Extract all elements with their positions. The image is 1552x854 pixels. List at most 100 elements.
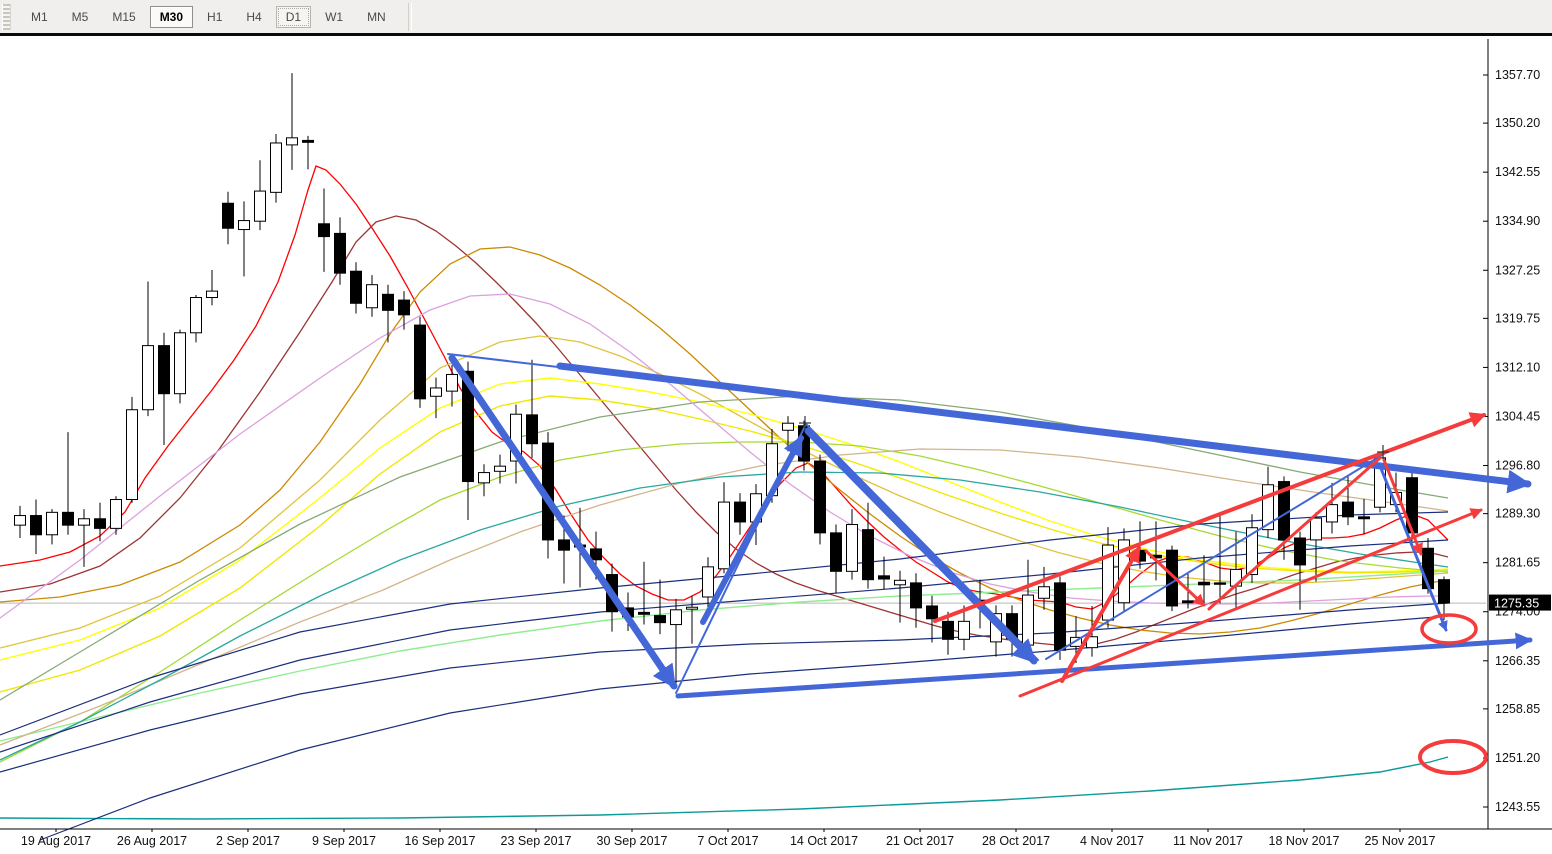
ma-navy-4 <box>39 615 1449 841</box>
price-axis-label: 1342.55 <box>1495 165 1540 179</box>
candle-body-bear <box>158 345 170 395</box>
candle-body-bear <box>382 293 394 311</box>
candle-body-bull <box>670 609 682 626</box>
price-axis-label: 1312.10 <box>1495 360 1540 374</box>
candle-body-bear <box>350 270 362 304</box>
date-axis[interactable]: 19 Aug 2017 26 Aug 2017 2 Sep 2017 9 Sep 20… <box>0 828 1552 848</box>
candle-body-bull <box>1310 517 1322 541</box>
candles <box>14 73 1450 689</box>
candle-body-bull <box>718 501 730 570</box>
blue-lower-trendline-arrow[interactable] <box>675 632 1533 699</box>
price-axis-label: 1327.25 <box>1495 263 1540 277</box>
timeframe-button-h1[interactable]: H1 <box>197 6 232 28</box>
date-axis-label: 21 Oct 2017 <box>886 834 954 848</box>
candle-body-bull <box>46 511 58 536</box>
timeframe-button-m1[interactable]: M1 <box>21 6 58 28</box>
candle-body-bear <box>462 370 474 483</box>
candle-body-bull <box>494 465 506 472</box>
date-axis-label: 7 Oct 2017 <box>697 834 758 848</box>
blue-upper-trendline-arrow[interactable] <box>556 362 1532 494</box>
date-axis-label: 25 Nov 2017 <box>1365 834 1436 848</box>
price-axis-label: 1266.35 <box>1495 654 1540 668</box>
red-zigzag-down-1[interactable] <box>1144 549 1206 607</box>
ma-orange <box>0 246 1449 635</box>
date-axis-label: 2 Sep 2017 <box>216 834 280 848</box>
candle-body-bear <box>910 582 922 609</box>
candle-body-bull <box>190 297 202 334</box>
red-zigzag-up-1[interactable] <box>1060 545 1141 683</box>
timeframe-button-w1[interactable]: W1 <box>315 6 353 28</box>
date-axis-label: 9 Sep 2017 <box>312 834 376 848</box>
candle-body-bull <box>238 220 250 231</box>
date-axis-label: 30 Sep 2017 <box>597 834 668 848</box>
candle-body-bull <box>846 524 858 572</box>
candle-body-bull <box>366 284 378 309</box>
swing-point-cross-marker <box>1377 445 1389 459</box>
red-zigzag-down-2[interactable] <box>1382 458 1423 556</box>
candle-body-bear <box>590 548 602 561</box>
candle-body-bear <box>1342 501 1354 518</box>
candle-body-bear <box>814 460 826 534</box>
current-price-value: 1275.35 <box>1494 597 1539 611</box>
candle-body-bull <box>286 137 298 146</box>
candle-body-bull <box>126 409 138 501</box>
candle-body-bull <box>1102 544 1114 621</box>
moving-average-lines <box>0 165 1449 841</box>
candle-body-bull <box>1022 594 1034 646</box>
candle-body-bull <box>958 620 970 640</box>
candle-body-bull <box>510 413 522 462</box>
price-axis[interactable]: 1357.70 1350.20 1342.55 1334.90 1327.25 1319.… <box>1483 39 1540 829</box>
ma-darkteal-slow <box>0 756 1449 820</box>
candle-body-bear <box>926 605 938 620</box>
candle-body-bull <box>110 499 122 529</box>
timeframe-button-mn[interactable]: MN <box>357 6 396 28</box>
candle-body-bear <box>1294 537 1306 566</box>
toolbar-separator <box>407 2 412 31</box>
price-axis-label: 1281.65 <box>1495 556 1540 570</box>
timeframe-toolbar: M1 M5 M15 M30 H1 H4 D1 W1 MN <box>0 0 1552 36</box>
date-axis-label: 18 Nov 2017 <box>1269 834 1340 848</box>
candle-body-bear <box>62 511 74 526</box>
candle-body-bull <box>782 422 794 431</box>
price-axis-label: 1357.70 <box>1495 68 1540 82</box>
price-axis-label: 1319.75 <box>1495 311 1540 325</box>
candle-body-bull <box>206 290 218 299</box>
timeframe-button-m30[interactable]: M30 <box>149 5 194 28</box>
candle-body-bear <box>942 620 954 640</box>
ma-lightgreen <box>0 570 1449 742</box>
candle-body-bull <box>254 190 266 222</box>
red-channel-lower[interactable] <box>1018 508 1483 698</box>
candle-body-bear <box>862 529 874 581</box>
blue-impulse-down-2[interactable] <box>804 427 1038 665</box>
red-ellipse-lower-target[interactable] <box>1418 739 1488 775</box>
ma-greenyellow <box>0 441 1449 763</box>
candle-body-bear <box>878 575 890 580</box>
date-axis-label: 14 Oct 2017 <box>790 834 858 848</box>
timeframe-button-h4[interactable]: H4 <box>236 6 271 28</box>
date-axis-label: 23 Sep 2017 <box>501 834 572 848</box>
blue-impulse-down-1[interactable] <box>448 354 678 690</box>
candle-body-bull <box>174 332 186 395</box>
timeframe-button-d1[interactable]: D1 <box>275 5 312 28</box>
candle-body-bear <box>638 611 650 615</box>
swing-point-cross-marker <box>799 416 811 430</box>
blue-rise-thin-2[interactable] <box>1045 451 1388 660</box>
candle-body-bear <box>526 414 538 445</box>
red-ellipse-support-test[interactable] <box>1420 613 1478 645</box>
date-axis-label: 28 Oct 2017 <box>982 834 1050 848</box>
candle-body-bull <box>1038 586 1050 599</box>
candle-body-bear <box>558 539 570 551</box>
timeframe-button-m5[interactable]: M5 <box>62 6 99 28</box>
toolbar-drag-grip[interactable] <box>2 3 11 30</box>
candle-body-bull <box>78 518 90 526</box>
timeframe-button-m15[interactable]: M15 <box>102 6 145 28</box>
candle-body-bear <box>1214 582 1226 585</box>
red-channel-upper[interactable] <box>933 412 1487 623</box>
candle-body-bear <box>830 532 842 572</box>
red-zigzag-up-2[interactable] <box>1207 456 1382 611</box>
drawn-annotations[interactable] <box>447 353 1533 775</box>
ma-maroon <box>0 215 1449 647</box>
blue-impulse-up[interactable] <box>700 435 804 625</box>
candle-body-bear <box>222 202 234 229</box>
